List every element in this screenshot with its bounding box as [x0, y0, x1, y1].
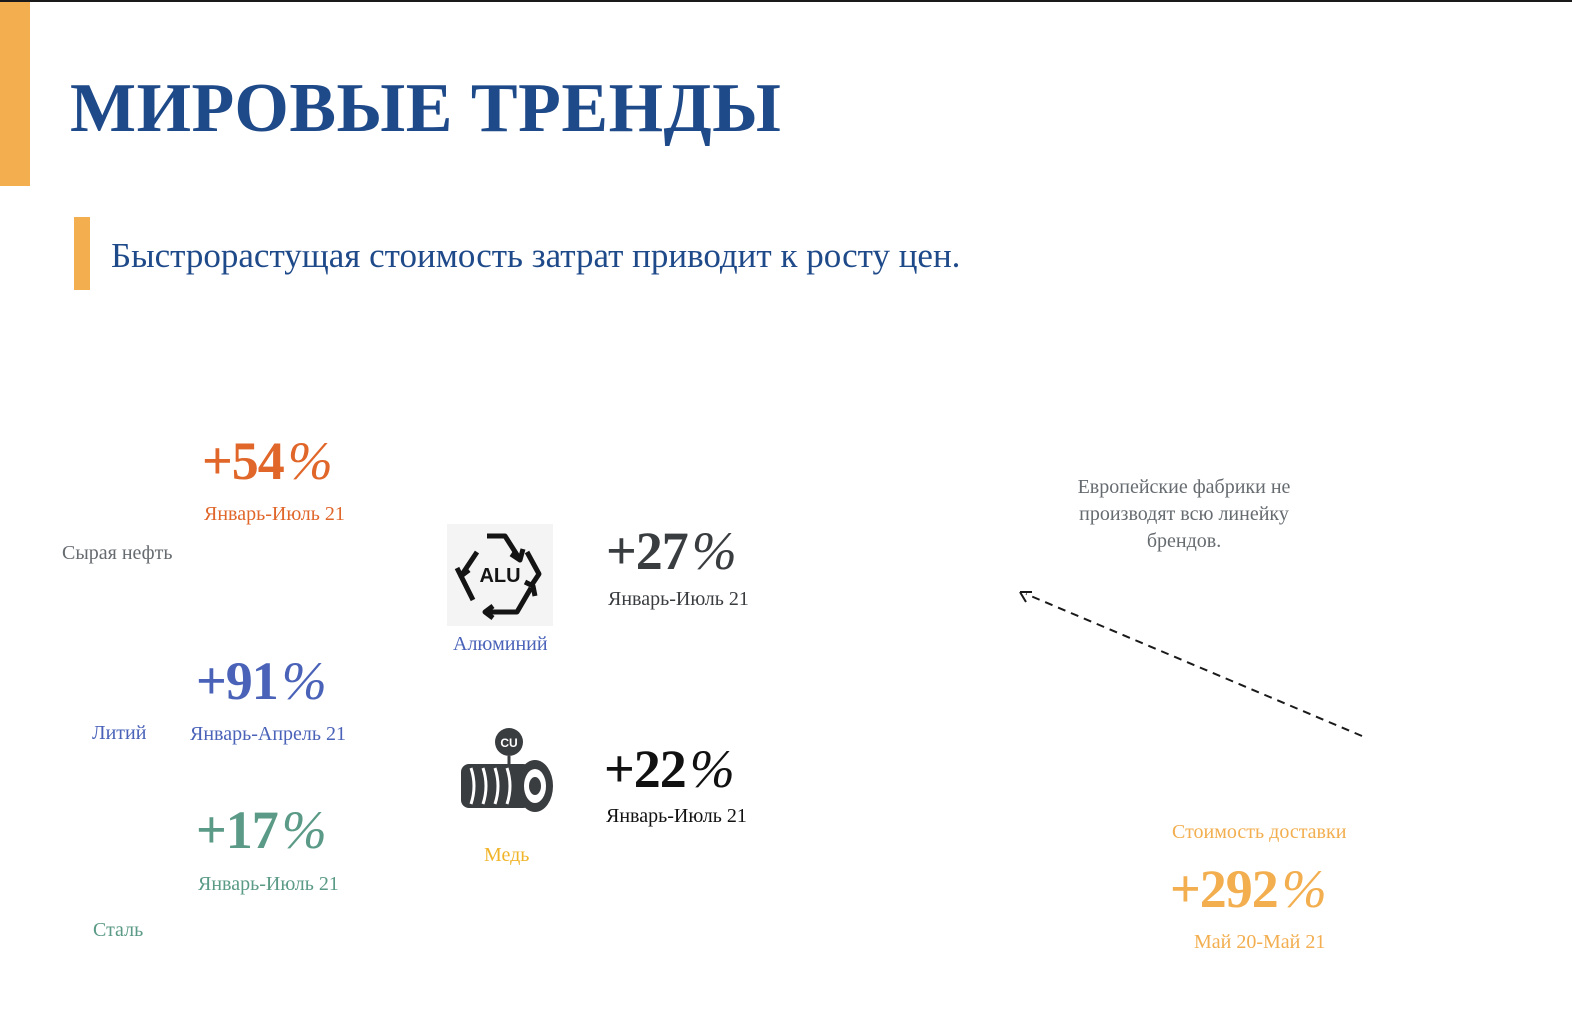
steel-label: Сталь: [93, 919, 144, 941]
oil-value: +54%: [202, 431, 333, 491]
copper-label: Медь: [484, 844, 530, 866]
oil-label: Сырая нефть: [62, 542, 173, 564]
aluminum-period: Январь-Июль 21: [608, 588, 749, 610]
factories-note: Европейские фабрики не производят всю ли…: [1077, 476, 1291, 552]
subtitle-accent-bar: [74, 217, 90, 290]
shipping-label: Стоимость доставки: [1172, 821, 1347, 843]
lithium-value-unit: %: [281, 651, 327, 711]
shipping-value-unit: %: [1281, 859, 1327, 919]
steel-value-number: +17: [196, 800, 279, 860]
lithium-label: Литий: [92, 722, 147, 744]
aluminum-label: Алюминий: [453, 633, 548, 655]
oil-value-unit: %: [287, 431, 333, 491]
aluminum-icon-text: ALU: [479, 565, 520, 587]
top-border: [0, 0, 1572, 2]
page-title: МИРОВЫЕ ТРЕНДЫ: [70, 70, 782, 147]
steel-value-unit: %: [281, 800, 327, 860]
oil-period: Январь-Июль 21: [204, 503, 345, 525]
lithium-value-number: +91: [196, 651, 279, 711]
aluminum-recycle-icon: ALU: [447, 524, 553, 626]
page-subtitle: Быстрорастущая стоимость затрат приводит…: [111, 236, 961, 275]
copper-value: +22%: [604, 739, 735, 799]
copper-icon-text: CU: [500, 736, 517, 750]
steel-period: Январь-Июль 21: [198, 873, 339, 895]
lithium-period: Январь-Апрель 21: [190, 723, 347, 745]
aluminum-value: +27%: [606, 521, 737, 581]
dashed-arrow-icon: [1019, 591, 1363, 737]
lithium-value: +91%: [196, 651, 327, 711]
shipping-value: +292%: [1170, 859, 1327, 919]
oil-value-number: +54: [202, 431, 285, 491]
shipping-period: Май 20-Май 21: [1194, 931, 1326, 953]
copper-value-unit: %: [689, 739, 735, 799]
copper-spool-icon: CU: [455, 724, 559, 824]
aluminum-value-number: +27: [606, 521, 689, 581]
shipping-value-number: +292: [1170, 859, 1279, 919]
copper-period: Январь-Июль 21: [606, 805, 747, 827]
aluminum-value-unit: %: [691, 521, 737, 581]
copper-value-number: +22: [604, 739, 687, 799]
steel-value: +17%: [196, 800, 327, 860]
left-accent-bar: [0, 2, 30, 186]
